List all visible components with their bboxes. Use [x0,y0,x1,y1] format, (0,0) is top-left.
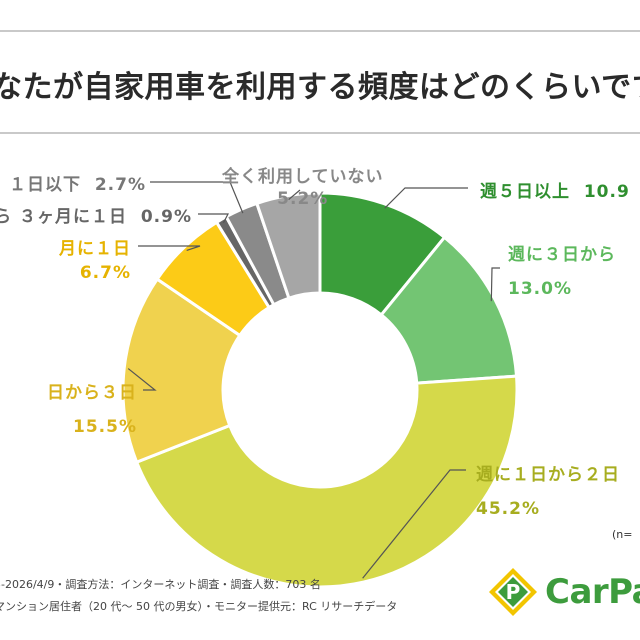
leader-line-3 [127,368,157,391]
label-quarterly1: ら ３ヶ月に１日 0.9% [0,202,192,227]
label-monthly1to3-name: 日から３日 [47,383,137,403]
label-quarterly1-value: 0.9% [140,207,192,227]
leader-line-7 [288,189,301,201]
label-monthly1to3: 日から３日 15.5% [47,378,137,437]
leader-line-4 [138,245,201,252]
label-monthly1-name: 月に１日 [59,239,131,259]
carpark-logo: P CarPa [487,566,640,622]
donut-slice-3 [121,277,242,465]
label-weekly5-value: 10.9 [583,182,630,202]
label-less1-name: １日以下 [9,175,81,195]
label-weekly3-value: 13.0% [508,279,572,299]
label-never: 全く利用していない 5.2% [222,162,384,209]
label-weekly1to2: 週に１日から２日 45.2% [476,460,620,519]
logo-mark-letter: P [506,580,521,604]
label-weekly1to2-name: 週に１日から２日 [476,465,620,485]
leader-line-0 [384,187,468,209]
label-monthly1to3-value: 15.5% [73,417,137,437]
label-weekly5-name: 週５日以上 [480,182,570,202]
donut-slice-2 [134,374,519,589]
label-quarterly1-prefix: ら [0,207,13,227]
label-weekly1to2-value: 45.2% [476,499,540,519]
logo-text: CarPa [545,572,640,612]
label-monthly1-value: 6.7% [79,263,131,283]
label-less1: １日以下 2.7% [9,170,146,195]
leader-line-2 [362,469,466,579]
footer-respondents: マンション居住者（20 代〜 50 代の男女）・モニター提供元：RC リサーチデ… [0,600,398,613]
chart-title: なたが自家用車を利用する頻度はどのくらいです [0,70,640,105]
label-weekly3-name: 週に３日から [508,245,616,265]
label-monthly1: 月に１日 6.7% [59,234,131,283]
top-rule [0,30,640,32]
label-quarterly1-name: ３ヶ月に１日 [19,207,127,227]
leader-line-6 [150,181,244,214]
leader-line-1 [490,267,500,302]
label-less1-value: 2.7% [94,175,146,195]
donut-slice-7 [254,191,322,301]
label-weekly3: 週に３日から 13.0% [508,240,616,299]
label-never-value: 5.2% [277,189,329,209]
label-never-name: 全く利用していない [222,167,384,187]
parking-logo-icon: P [489,568,537,616]
label-weekly5: 週５日以上 10.9 [480,177,630,202]
leader-line-5 [198,213,229,224]
footer-survey-info: 3-2026/4/9・調査方法：インターネット調査・調査人数：703 名 [0,578,321,591]
title-rule [0,132,640,134]
sample-size-note: (n= [612,528,633,541]
